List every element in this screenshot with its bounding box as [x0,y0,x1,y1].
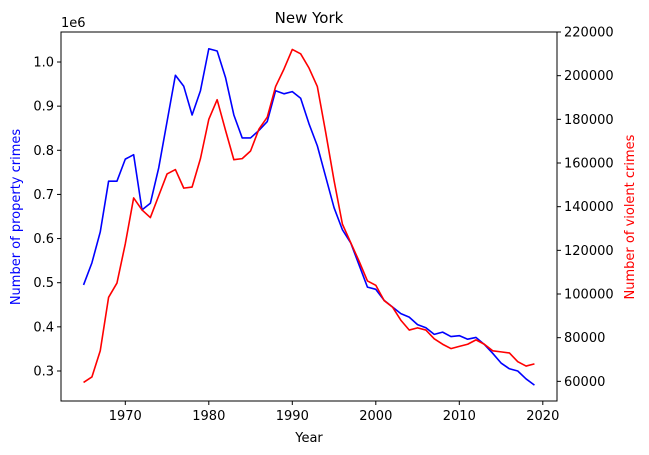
right-tick-label: 140000 [564,200,614,215]
right-tick-label: 100000 [564,288,614,303]
x-tick-label: 1980 [192,409,225,424]
property-crimes-line [82,47,535,386]
left-axis-label: Number of property crimes [9,129,24,306]
left-tick-label: 0.5 [33,276,54,291]
right-tick-label: 120000 [564,244,614,259]
left-axis-offset-text: 1e6 [61,16,86,31]
right-tick-label: 160000 [564,157,614,172]
left-tick-label: 0.7 [33,188,54,203]
left-tick-label: 0.6 [33,232,54,247]
x-tick-label: 2020 [526,409,559,424]
left-tick-label: 0.8 [33,144,54,159]
x-tick-label: 2000 [359,409,392,424]
left-tick-label: 0.4 [33,320,54,335]
x-tick-label: 1970 [109,409,142,424]
axes-layer: 1970 1980 1990 2000 2010 2020 0.3 0.4 0.5 0.6 0.7 0… [33,26,613,425]
left-tick-label: 1.0 [33,56,54,71]
right-tick-label: 60000 [564,375,605,390]
left-tick-label: 0.9 [33,100,54,115]
right-tick-label: 80000 [564,331,605,346]
violent-crimes-line [83,48,535,384]
chart-title: New York [275,9,344,27]
series-layer [82,47,535,386]
plot-frame [60,31,558,402]
x-axis-label: Year [294,431,323,446]
right-axis-label: Number of violent crimes [623,134,638,299]
left-tick-label: 0.3 [33,364,54,379]
right-tick-label: 180000 [564,113,614,128]
right-tick-label: 200000 [564,69,614,84]
right-tick-label: 220000 [564,26,614,41]
x-tick-label: 1990 [276,409,309,424]
x-tick-label: 2010 [443,409,476,424]
